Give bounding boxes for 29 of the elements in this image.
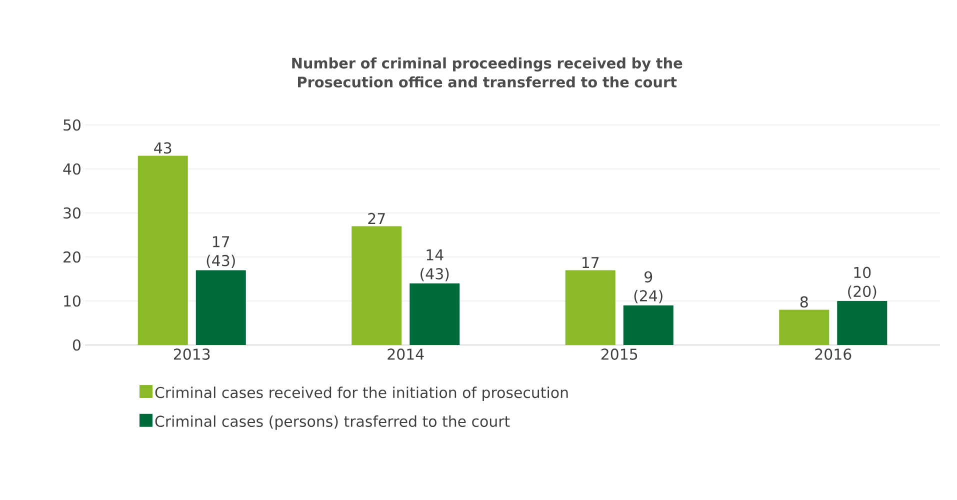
x-tick-label: 2014 <box>388 348 424 360</box>
data-label: 8 <box>800 296 808 308</box>
data-label: 10 (20) <box>848 266 876 299</box>
y-tick-label: 10 <box>64 295 80 307</box>
bar <box>623 305 674 345</box>
bar <box>352 226 402 345</box>
y-tick-label: 0 <box>72 339 80 351</box>
bar <box>410 283 460 345</box>
legend-label: Criminal cases (persons) trasferred to the court <box>155 415 510 430</box>
data-label: 27 <box>368 212 385 224</box>
data-label: 43 <box>154 142 172 154</box>
y-tick-label: 40 <box>63 163 80 175</box>
data-label: 9 (24) <box>634 271 662 304</box>
x-tick-label: 2016 <box>815 348 852 360</box>
bar <box>196 270 246 345</box>
data-label: 14 (43) <box>420 249 449 282</box>
bar <box>138 156 188 345</box>
x-tick-label: 2015 <box>601 348 638 360</box>
y-tick-label: 20 <box>64 251 80 263</box>
x-tick-label: 2013 <box>174 348 210 360</box>
legend-label: Criminal cases received for the initiation of prosecution <box>155 386 568 402</box>
chart-title: Number of criminal proceedings received by the Prosecution office and transferred to the court <box>292 57 682 88</box>
bar <box>837 301 888 345</box>
y-tick-label: 30 <box>64 207 80 219</box>
data-label: 17 (43) <box>206 236 235 268</box>
bar <box>779 310 830 345</box>
data-label: 17 <box>582 257 599 268</box>
bar <box>565 270 616 345</box>
y-tick-label: 50 <box>64 119 80 131</box>
